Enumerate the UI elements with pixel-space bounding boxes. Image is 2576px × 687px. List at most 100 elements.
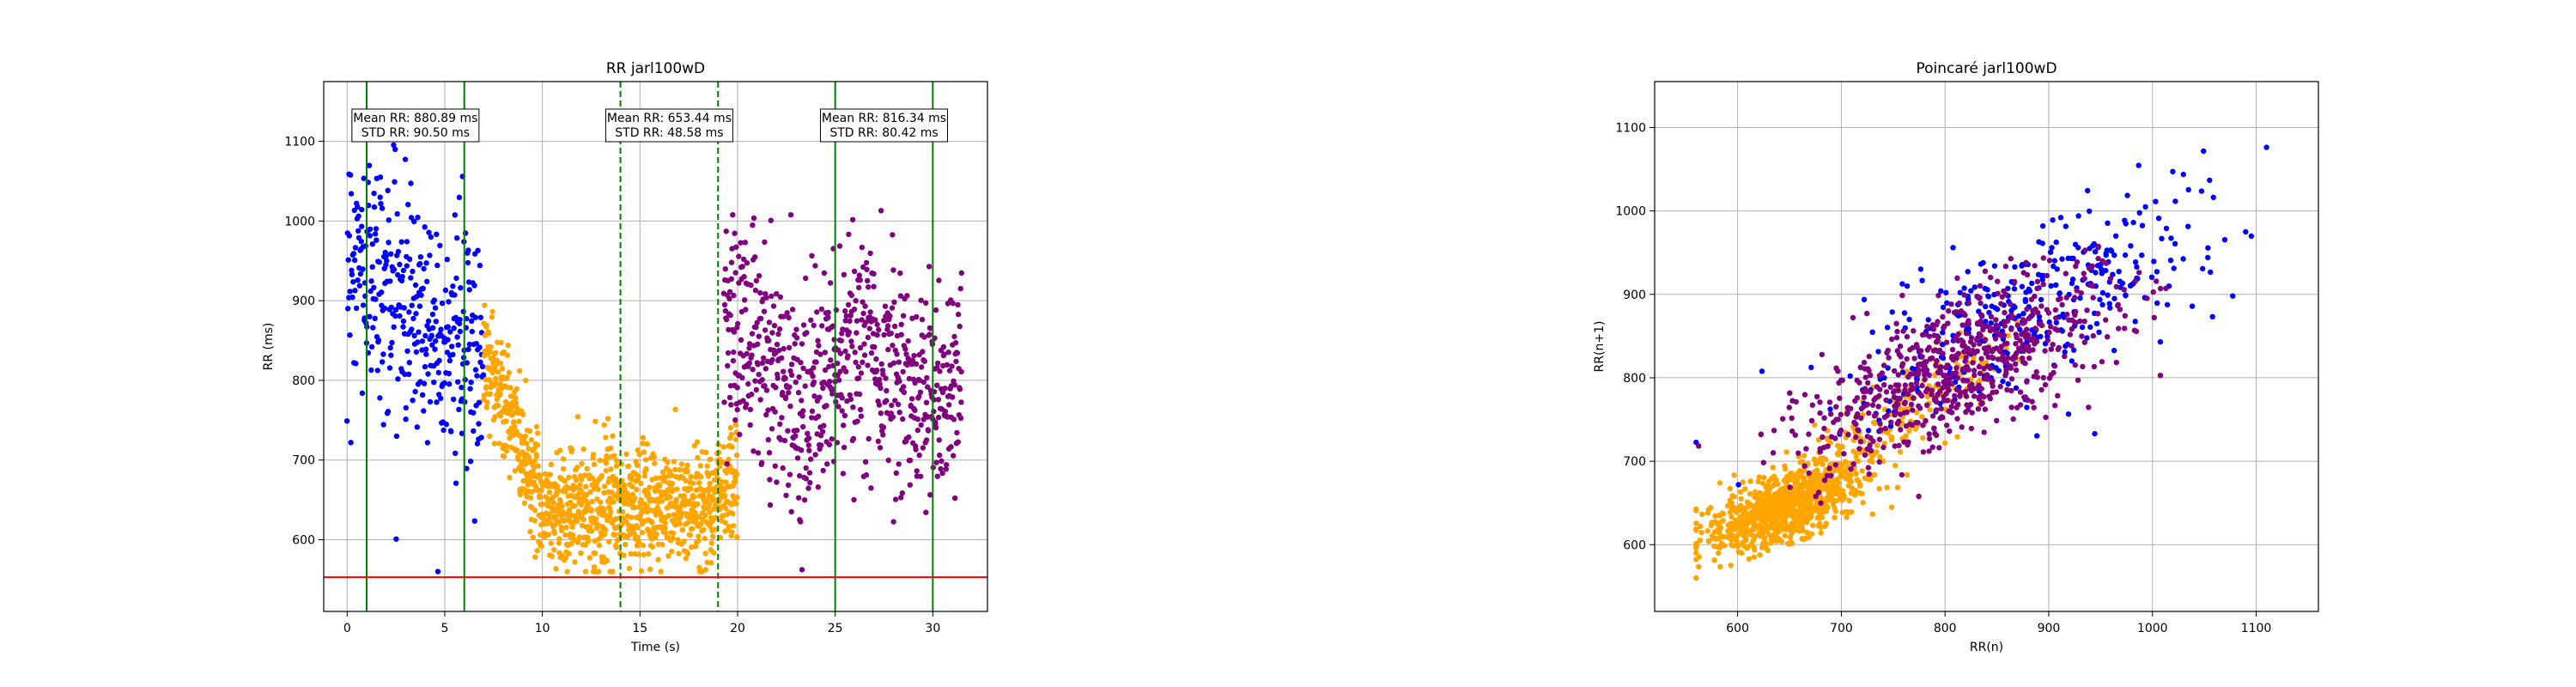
poincare-point bbox=[1953, 365, 1959, 371]
rr-point bbox=[744, 260, 750, 266]
poincare-point bbox=[1760, 475, 1767, 481]
rr-point bbox=[556, 540, 562, 546]
rr-point bbox=[833, 307, 839, 313]
poincare-point bbox=[1699, 511, 1705, 517]
poincare-point bbox=[2113, 359, 2119, 366]
poincare-point bbox=[1704, 528, 1710, 534]
poincare-point bbox=[1791, 471, 1797, 478]
rr-point bbox=[873, 356, 879, 362]
rr-point bbox=[805, 485, 811, 491]
poincare-point bbox=[1941, 325, 1947, 331]
poincare-point bbox=[1944, 339, 1950, 345]
rr-point bbox=[570, 532, 576, 538]
poincare-point bbox=[2074, 259, 2081, 265]
rr-point bbox=[900, 416, 906, 423]
poincare-point bbox=[1886, 355, 1892, 361]
rr-point bbox=[843, 368, 849, 374]
rr-point bbox=[574, 519, 580, 525]
rr-point bbox=[787, 212, 794, 218]
rr-point bbox=[519, 467, 526, 473]
rr-point bbox=[425, 318, 432, 325]
poincare-point bbox=[1811, 456, 1818, 462]
rr-point bbox=[456, 194, 463, 200]
rr-point bbox=[412, 388, 418, 395]
rr-point bbox=[592, 516, 599, 522]
poincare-point bbox=[1885, 365, 1891, 371]
rr-point bbox=[902, 346, 908, 352]
poincare-point bbox=[1815, 473, 1821, 479]
poincare-point bbox=[1969, 381, 1975, 387]
poincare-point bbox=[2002, 323, 2008, 329]
rr-point bbox=[746, 341, 753, 347]
rr-point bbox=[676, 550, 682, 556]
rr-point bbox=[817, 351, 823, 357]
poincare-point bbox=[1950, 245, 1956, 251]
poincare-point bbox=[1944, 423, 1950, 429]
rr-point bbox=[794, 428, 800, 434]
rr-point bbox=[603, 435, 609, 441]
poincare-point bbox=[2011, 286, 2018, 292]
rr-point bbox=[958, 399, 964, 405]
rr-point bbox=[743, 307, 749, 313]
rr-point bbox=[629, 474, 635, 480]
rr-point bbox=[704, 463, 710, 469]
rr-point bbox=[774, 341, 781, 348]
rr-point bbox=[586, 555, 593, 561]
rr-point bbox=[665, 553, 671, 559]
poincare-point bbox=[1940, 350, 1946, 356]
poincare-point bbox=[1995, 278, 2001, 284]
rr-point bbox=[793, 433, 799, 439]
rr-point bbox=[406, 256, 413, 262]
poincare-point bbox=[2067, 331, 2074, 337]
rr-point bbox=[487, 433, 493, 439]
rr-point bbox=[822, 350, 829, 356]
rr-point bbox=[888, 331, 895, 337]
rr-point bbox=[578, 550, 584, 556]
rr-point bbox=[702, 550, 708, 556]
rr-point bbox=[489, 308, 495, 315]
rr-point bbox=[395, 376, 401, 382]
rr-point bbox=[653, 531, 659, 538]
poincare-point bbox=[1955, 401, 1961, 408]
poincare-point bbox=[2069, 358, 2075, 364]
poincare-point bbox=[1756, 474, 1763, 480]
poincare-point bbox=[2207, 177, 2213, 184]
rr-point bbox=[907, 457, 914, 464]
rr-point bbox=[862, 303, 868, 309]
rr-point bbox=[726, 289, 733, 295]
rr-point bbox=[741, 256, 747, 263]
poincare-point bbox=[2038, 303, 2044, 309]
rr-point bbox=[574, 484, 580, 491]
poincare-point bbox=[1872, 411, 1879, 418]
rr-point bbox=[604, 557, 611, 563]
rr-point bbox=[345, 257, 351, 263]
poincare-point bbox=[1926, 372, 1932, 378]
rr-point bbox=[662, 525, 668, 531]
poincare-point bbox=[2148, 274, 2155, 280]
rr-point bbox=[837, 350, 844, 356]
rr-point bbox=[512, 423, 518, 429]
poincare-point bbox=[1869, 402, 1876, 408]
rr-point bbox=[583, 483, 589, 489]
poincare-point bbox=[1948, 301, 1954, 307]
rr-point bbox=[848, 292, 854, 298]
rr-point bbox=[954, 350, 961, 356]
rr-annotation-mean: Mean RR: 653.44 ms bbox=[607, 112, 732, 125]
poincare-point bbox=[1757, 489, 1763, 496]
poincare-point bbox=[1778, 502, 1784, 508]
rr-point bbox=[838, 337, 844, 344]
rr-point bbox=[727, 313, 733, 319]
rr-point bbox=[429, 311, 436, 318]
poincare-point bbox=[1770, 532, 1776, 538]
rr-point bbox=[890, 360, 897, 366]
poincare-point bbox=[1957, 393, 1963, 399]
rr-point bbox=[417, 254, 424, 260]
poincare-point bbox=[1977, 341, 1983, 347]
rr-point bbox=[951, 333, 957, 340]
poincare-point bbox=[1941, 372, 1947, 379]
poincare-point bbox=[1810, 522, 1816, 528]
rr-point bbox=[381, 305, 388, 312]
rr-point bbox=[733, 471, 740, 477]
